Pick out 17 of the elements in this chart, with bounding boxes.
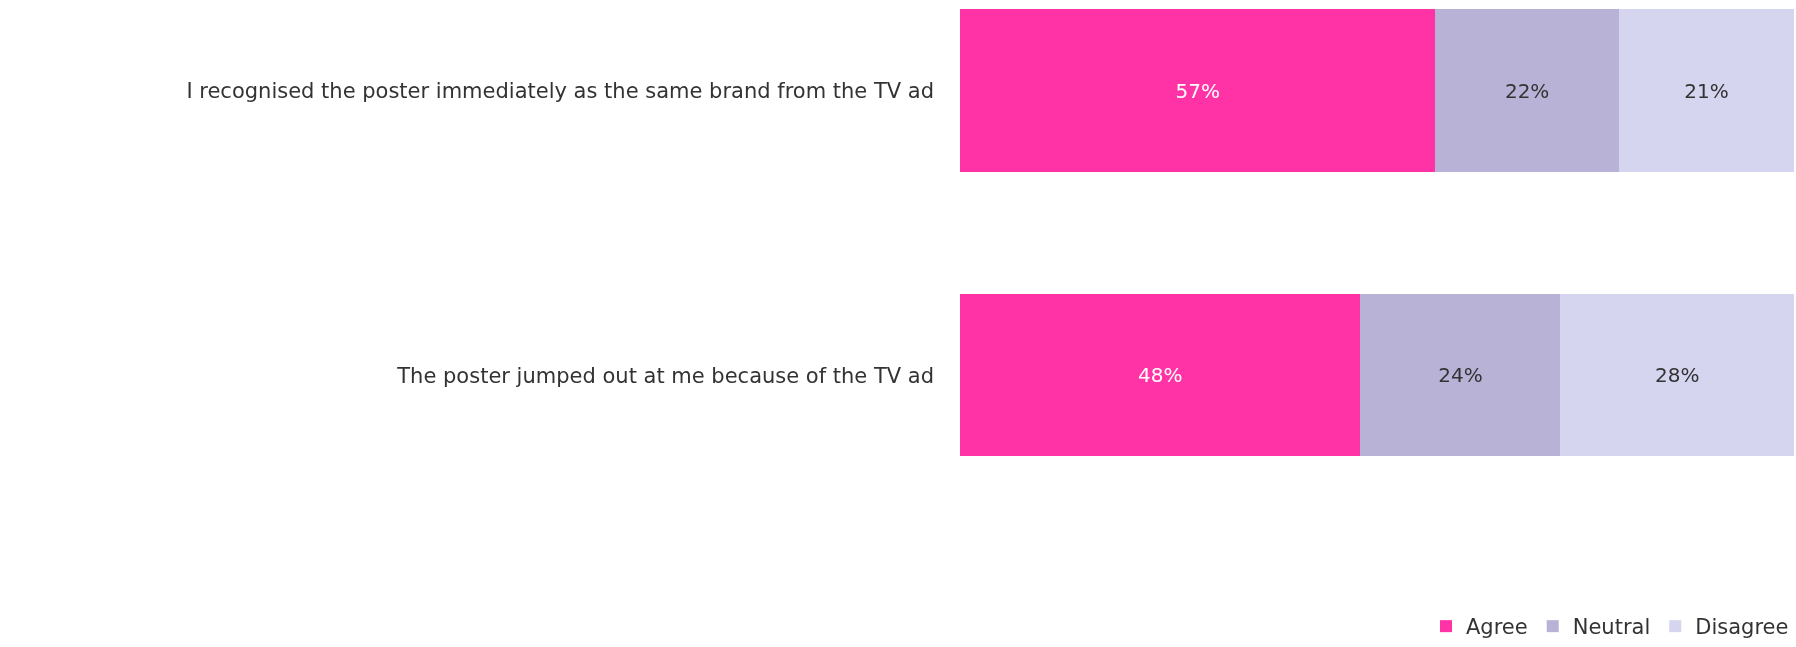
bar [1618, 9, 1794, 172]
legend-label: Neutral [1572, 615, 1651, 640]
data-label: 48% [1137, 363, 1183, 388]
data-label: 57% [1175, 78, 1220, 103]
data-label: 28% [1655, 363, 1700, 388]
legend-label: Disagree [1695, 615, 1789, 640]
bar [1435, 9, 1619, 172]
bar [960, 9, 1436, 172]
bar [1360, 294, 1561, 457]
bar [960, 294, 1361, 457]
data-label: 22% [1504, 78, 1550, 103]
legend-label: Agree [1466, 615, 1528, 640]
bar [1560, 294, 1794, 457]
y-tick-label: I recognised the poster immediately as the same brand from the TV ad [186, 78, 934, 103]
data-label: 24% [1438, 363, 1483, 388]
y-tick-label: The poster jumped out at me because of the TV ad [396, 363, 934, 388]
data-label: 21% [1684, 78, 1729, 103]
